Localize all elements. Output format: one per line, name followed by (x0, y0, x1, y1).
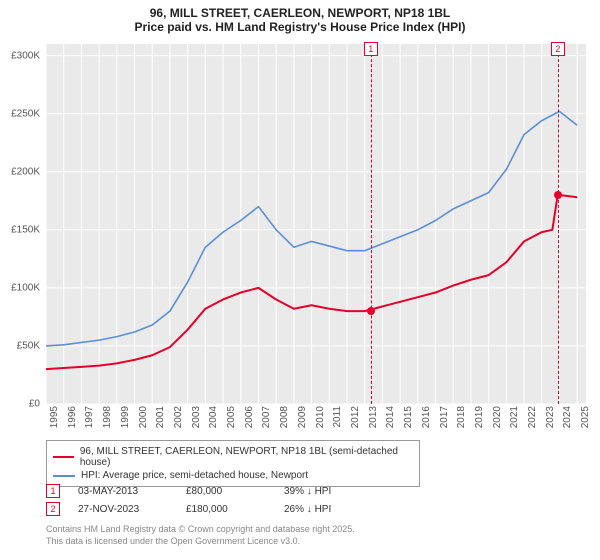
x-tick-label: 1996 (67, 406, 78, 428)
x-tick-label: 2001 (155, 406, 166, 428)
x-tick-label: 2014 (385, 406, 396, 428)
x-tick-label: 2013 (368, 406, 379, 428)
event-point (367, 307, 375, 315)
event-row-marker: 2 (46, 502, 60, 516)
x-tick-label: 2015 (403, 406, 414, 428)
legend-swatch (53, 456, 74, 458)
event-marker-box: 2 (551, 42, 565, 56)
event-diff: 26% ↓ HPI (284, 504, 374, 515)
plot-svg (46, 44, 586, 404)
footnote-line-1: Contains HM Land Registry data © Crown c… (46, 524, 355, 536)
legend-label: 96, MILL STREET, CAERLEON, NEWPORT, NP18… (80, 446, 413, 468)
title-line-1: 96, MILL STREET, CAERLEON, NEWPORT, NP18… (0, 6, 600, 20)
event-price: £80,000 (186, 486, 266, 497)
x-tick-label: 2010 (315, 406, 326, 428)
legend-row: HPI: Average price, semi-detached house,… (53, 469, 413, 482)
footnote-line-2: This data is licensed under the Open Gov… (46, 536, 355, 548)
event-marker-box: 1 (364, 42, 378, 56)
x-tick-label: 2002 (173, 406, 184, 428)
y-tick-label: £300K (0, 50, 40, 61)
x-tick-label: 2003 (191, 406, 202, 428)
event-row: 1 03-MAY-2013 £80,000 39% ↓ HPI (46, 482, 586, 500)
event-row: 2 27-NOV-2023 £180,000 26% ↓ HPI (46, 500, 586, 518)
x-tick-label: 2012 (350, 406, 361, 428)
y-tick-label: £50K (0, 340, 40, 351)
y-tick-label: £250K (0, 108, 40, 119)
x-tick-label: 2006 (244, 406, 255, 428)
x-tick-label: 2008 (279, 406, 290, 428)
x-tick-label: 2025 (580, 406, 591, 428)
legend-swatch (53, 475, 75, 477)
title-line-2: Price paid vs. HM Land Registry's House … (0, 20, 600, 34)
x-tick-label: 2005 (226, 406, 237, 428)
event-point (554, 191, 562, 199)
x-tick-label: 2009 (297, 406, 308, 428)
event-date: 27-NOV-2023 (78, 504, 168, 515)
legend-label: HPI: Average price, semi-detached house,… (81, 470, 308, 481)
x-tick-label: 2024 (562, 406, 573, 428)
x-tick-label: 2007 (261, 406, 272, 428)
event-row-marker: 1 (46, 484, 60, 498)
x-tick-label: 2023 (545, 406, 556, 428)
x-tick-label: 2018 (456, 406, 467, 428)
event-vline (371, 44, 372, 404)
x-tick-label: 2016 (421, 406, 432, 428)
x-tick-label: 2022 (527, 406, 538, 428)
x-tick-label: 2017 (439, 406, 450, 428)
y-tick-label: £150K (0, 224, 40, 235)
y-tick-label: £0 (0, 399, 40, 410)
legend-row: 96, MILL STREET, CAERLEON, NEWPORT, NP18… (53, 445, 413, 469)
y-tick-label: £200K (0, 166, 40, 177)
x-tick-label: 2011 (332, 406, 343, 428)
x-tick-label: 2019 (474, 406, 485, 428)
event-diff: 39% ↓ HPI (284, 486, 374, 497)
y-tick-label: £100K (0, 282, 40, 293)
x-tick-label: 1998 (102, 406, 113, 428)
event-price: £180,000 (186, 504, 266, 515)
legend: 96, MILL STREET, CAERLEON, NEWPORT, NP18… (46, 440, 420, 487)
chart-area: 12 (46, 44, 586, 404)
x-tick-label: 2000 (138, 406, 149, 428)
x-tick-label: 2020 (492, 406, 503, 428)
event-date: 03-MAY-2013 (78, 486, 168, 497)
x-tick-label: 1995 (49, 406, 60, 428)
chart-title-block: 96, MILL STREET, CAERLEON, NEWPORT, NP18… (0, 0, 600, 34)
x-tick-label: 1999 (120, 406, 131, 428)
x-tick-label: 1997 (84, 406, 95, 428)
footnote: Contains HM Land Registry data © Crown c… (46, 524, 355, 547)
x-tick-label: 2021 (509, 406, 520, 428)
events-table: 1 03-MAY-2013 £80,000 39% ↓ HPI 2 27-NOV-2023… (46, 482, 586, 518)
x-tick-label: 2004 (208, 406, 219, 428)
event-vline (558, 44, 559, 404)
